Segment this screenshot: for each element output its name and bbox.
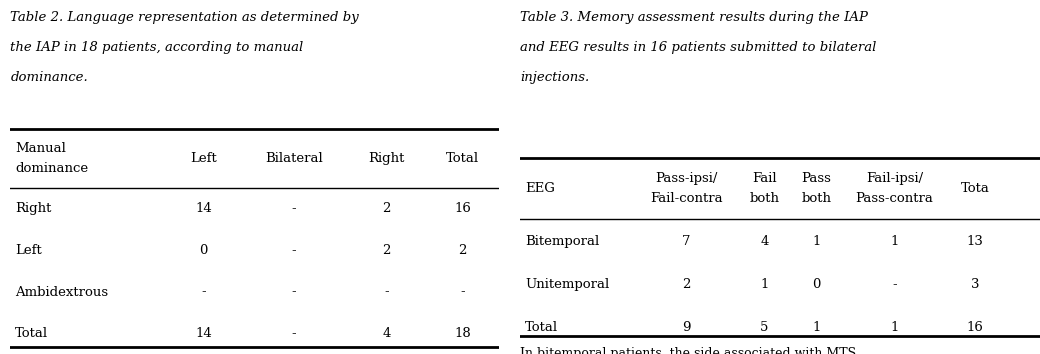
Text: EEG: EEG	[525, 182, 555, 195]
Text: Right: Right	[368, 152, 405, 165]
Text: Pass-contra: Pass-contra	[856, 192, 933, 205]
Text: 1: 1	[890, 235, 899, 247]
Text: dominance: dominance	[16, 162, 88, 175]
Text: Table 2. Language representation as determined by: Table 2. Language representation as dete…	[10, 11, 359, 24]
Text: -: -	[291, 286, 296, 298]
Text: 4: 4	[383, 327, 391, 340]
Text: 1: 1	[812, 235, 821, 247]
Text: 9: 9	[682, 321, 691, 334]
Text: 5: 5	[760, 321, 769, 334]
Text: -: -	[892, 278, 896, 291]
Text: Fail-contra: Fail-contra	[650, 192, 723, 205]
Text: Total: Total	[16, 327, 49, 340]
Text: 7: 7	[682, 235, 691, 247]
Text: 13: 13	[966, 235, 984, 247]
Text: 2: 2	[459, 244, 467, 257]
Text: 14: 14	[196, 327, 212, 340]
Text: Unitemporal: Unitemporal	[525, 278, 609, 291]
Text: 14: 14	[196, 202, 212, 215]
Text: Right: Right	[16, 202, 52, 215]
Text: Ambidextrous: Ambidextrous	[16, 286, 108, 298]
Text: -: -	[201, 286, 206, 298]
Text: Pass-ipsi/: Pass-ipsi/	[655, 172, 718, 185]
Text: Left: Left	[16, 244, 42, 257]
Text: dominance.: dominance.	[10, 71, 88, 84]
Text: Total: Total	[525, 321, 558, 334]
Text: -: -	[291, 327, 296, 340]
Text: 2: 2	[383, 202, 391, 215]
Text: both: both	[802, 192, 831, 205]
Text: 2: 2	[383, 244, 391, 257]
Text: Manual: Manual	[16, 142, 67, 155]
Text: -: -	[461, 286, 465, 298]
Text: 16: 16	[454, 202, 471, 215]
Text: -: -	[385, 286, 389, 298]
Text: the IAP in 18 patients, according to manual: the IAP in 18 patients, according to man…	[10, 41, 304, 54]
Text: -: -	[291, 244, 296, 257]
Text: Pass: Pass	[802, 172, 831, 185]
Text: 2: 2	[682, 278, 691, 291]
Text: 1: 1	[812, 321, 821, 334]
Text: Tota: Tota	[961, 182, 989, 195]
Text: and EEG results in 16 patients submitted to bilateral: and EEG results in 16 patients submitted…	[520, 41, 877, 54]
Text: both: both	[750, 192, 779, 205]
Text: 1: 1	[760, 278, 769, 291]
Text: 1: 1	[890, 321, 899, 334]
Text: -: -	[291, 202, 296, 215]
Text: In bitemporal patients, the side associated with MTS: In bitemporal patients, the side associa…	[520, 347, 856, 354]
Text: Total: Total	[446, 152, 479, 165]
Text: Fail-ipsi/: Fail-ipsi/	[866, 172, 922, 185]
Text: 16: 16	[966, 321, 984, 334]
Text: injections.: injections.	[520, 71, 590, 84]
Text: Fail: Fail	[752, 172, 777, 185]
Text: 0: 0	[200, 244, 208, 257]
Text: Bitemporal: Bitemporal	[525, 235, 599, 247]
Text: Table 3. Memory assessment results during the IAP: Table 3. Memory assessment results durin…	[520, 11, 867, 24]
Text: Bilateral: Bilateral	[265, 152, 322, 165]
Text: 4: 4	[760, 235, 769, 247]
Text: 0: 0	[812, 278, 821, 291]
Text: Left: Left	[190, 152, 217, 165]
Text: 18: 18	[454, 327, 471, 340]
Text: 3: 3	[970, 278, 980, 291]
